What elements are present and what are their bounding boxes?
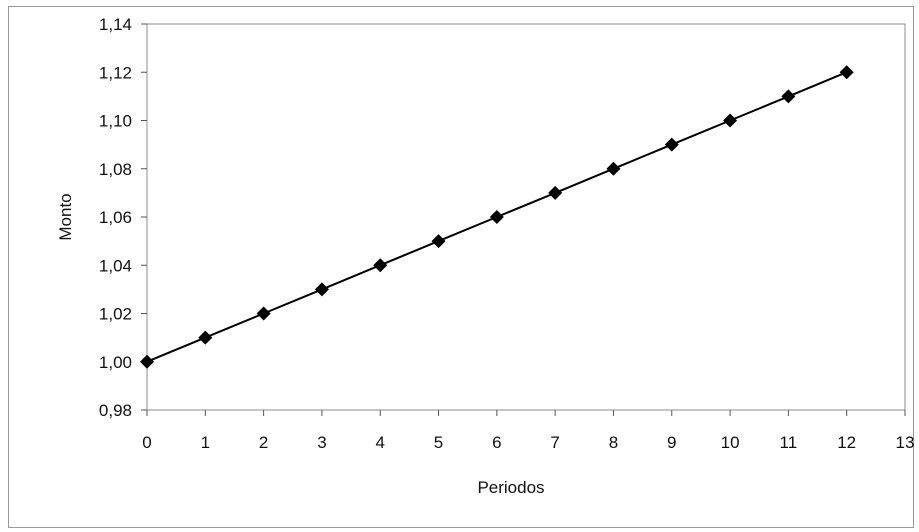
x-tick-label: 7 <box>550 433 559 452</box>
x-tick-label: 12 <box>837 433 856 452</box>
data-point-diamond <box>723 113 738 128</box>
y-axis-title: Monto <box>56 193 75 240</box>
x-tick-label: 0 <box>142 433 151 452</box>
x-tick-label: 4 <box>375 433 384 452</box>
data-point-diamond <box>548 185 563 200</box>
data-point-diamond <box>781 89 796 104</box>
x-tick-label: 6 <box>492 433 501 452</box>
y-tick-label: 1,00 <box>99 353 132 372</box>
chart-frame <box>8 6 914 528</box>
series-line-group <box>140 65 854 369</box>
y-axis-ticks: 0,98 1,00 1,02 1,04 1,06 1,08 1,10 1,12 1,14 <box>99 15 147 420</box>
data-point-diamond <box>664 137 679 152</box>
y-tick-label: 1,10 <box>99 112 132 131</box>
y-tick-label: 0,98 <box>99 401 132 420</box>
data-point-diamond <box>606 161 621 176</box>
x-axis-title: Periodos <box>477 478 544 497</box>
x-tick-label: 8 <box>609 433 618 452</box>
data-point-diamond <box>198 330 213 345</box>
x-tick-label: 1 <box>201 433 210 452</box>
data-point-diamond <box>256 306 271 321</box>
x-tick-label: 3 <box>317 433 326 452</box>
data-point-diamond <box>839 65 854 80</box>
y-tick-label: 1,08 <box>99 160 132 179</box>
y-tick-label: 1,14 <box>99 15 132 34</box>
x-tick-label: 5 <box>434 433 443 452</box>
x-tick-label: 9 <box>667 433 676 452</box>
x-tick-label: 11 <box>780 433 798 452</box>
plot-area <box>146 23 906 411</box>
y-tick-label: 1,12 <box>99 63 132 82</box>
data-point-diamond <box>431 234 446 249</box>
x-tick-label: 13 <box>896 433 915 452</box>
plot-area-border <box>146 23 906 411</box>
y-tick-label: 1,06 <box>99 208 132 227</box>
data-point-diamond <box>140 354 154 369</box>
x-tick-label: 2 <box>259 433 268 452</box>
data-point-diamond <box>314 282 329 297</box>
y-tick-label: 1,04 <box>99 256 132 275</box>
data-point-diamond <box>373 258 388 273</box>
x-tick-label: 10 <box>721 433 740 452</box>
data-point-diamond <box>489 210 504 224</box>
x-axis-ticks: 0 1 2 3 4 5 6 7 8 9 10 11 12 13 <box>142 410 914 452</box>
y-tick-label: 1,02 <box>99 305 132 324</box>
